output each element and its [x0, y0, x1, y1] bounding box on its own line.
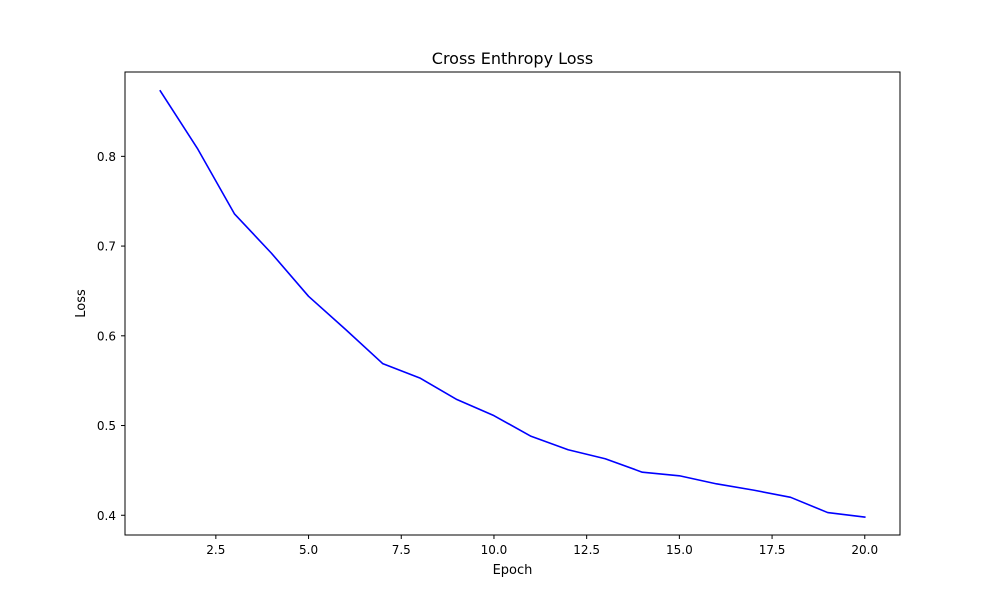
x-tick-label: 20.0 — [851, 543, 878, 557]
y-tick-label: 0.8 — [97, 150, 116, 164]
x-tick-label: 10.0 — [481, 543, 508, 557]
x-axis-label: Epoch — [493, 563, 533, 578]
y-tick-label: 0.6 — [97, 329, 116, 343]
chart-title: Cross Enthropy Loss — [432, 49, 593, 68]
x-tick-label: 5.0 — [299, 543, 318, 557]
x-axis: 2.5 5.0 7.5 10.0 12.5 15.0 17.5 20.0 — [206, 535, 878, 557]
series-layer — [159, 89, 866, 518]
series-line-1 — [159, 89, 866, 518]
y-tick-label: 0.5 — [97, 419, 116, 433]
x-tick-label: 17.5 — [759, 543, 786, 557]
plot-frame — [124, 71, 901, 536]
x-tick-label: 2.5 — [206, 543, 225, 557]
y-axis: 0.4 0.5 0.6 0.7 0.8 — [97, 150, 125, 523]
y-tick-label: 0.7 — [97, 240, 116, 254]
x-tick-label: 12.5 — [573, 543, 600, 557]
x-tick-label: 7.5 — [392, 543, 411, 557]
y-tick-label: 0.4 — [97, 509, 116, 523]
y-axis-label: Loss — [74, 289, 89, 318]
x-tick-label: 15.0 — [666, 543, 693, 557]
